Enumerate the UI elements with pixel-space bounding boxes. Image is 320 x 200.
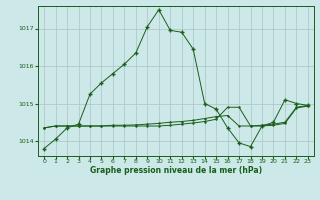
X-axis label: Graphe pression niveau de la mer (hPa): Graphe pression niveau de la mer (hPa) — [90, 166, 262, 175]
